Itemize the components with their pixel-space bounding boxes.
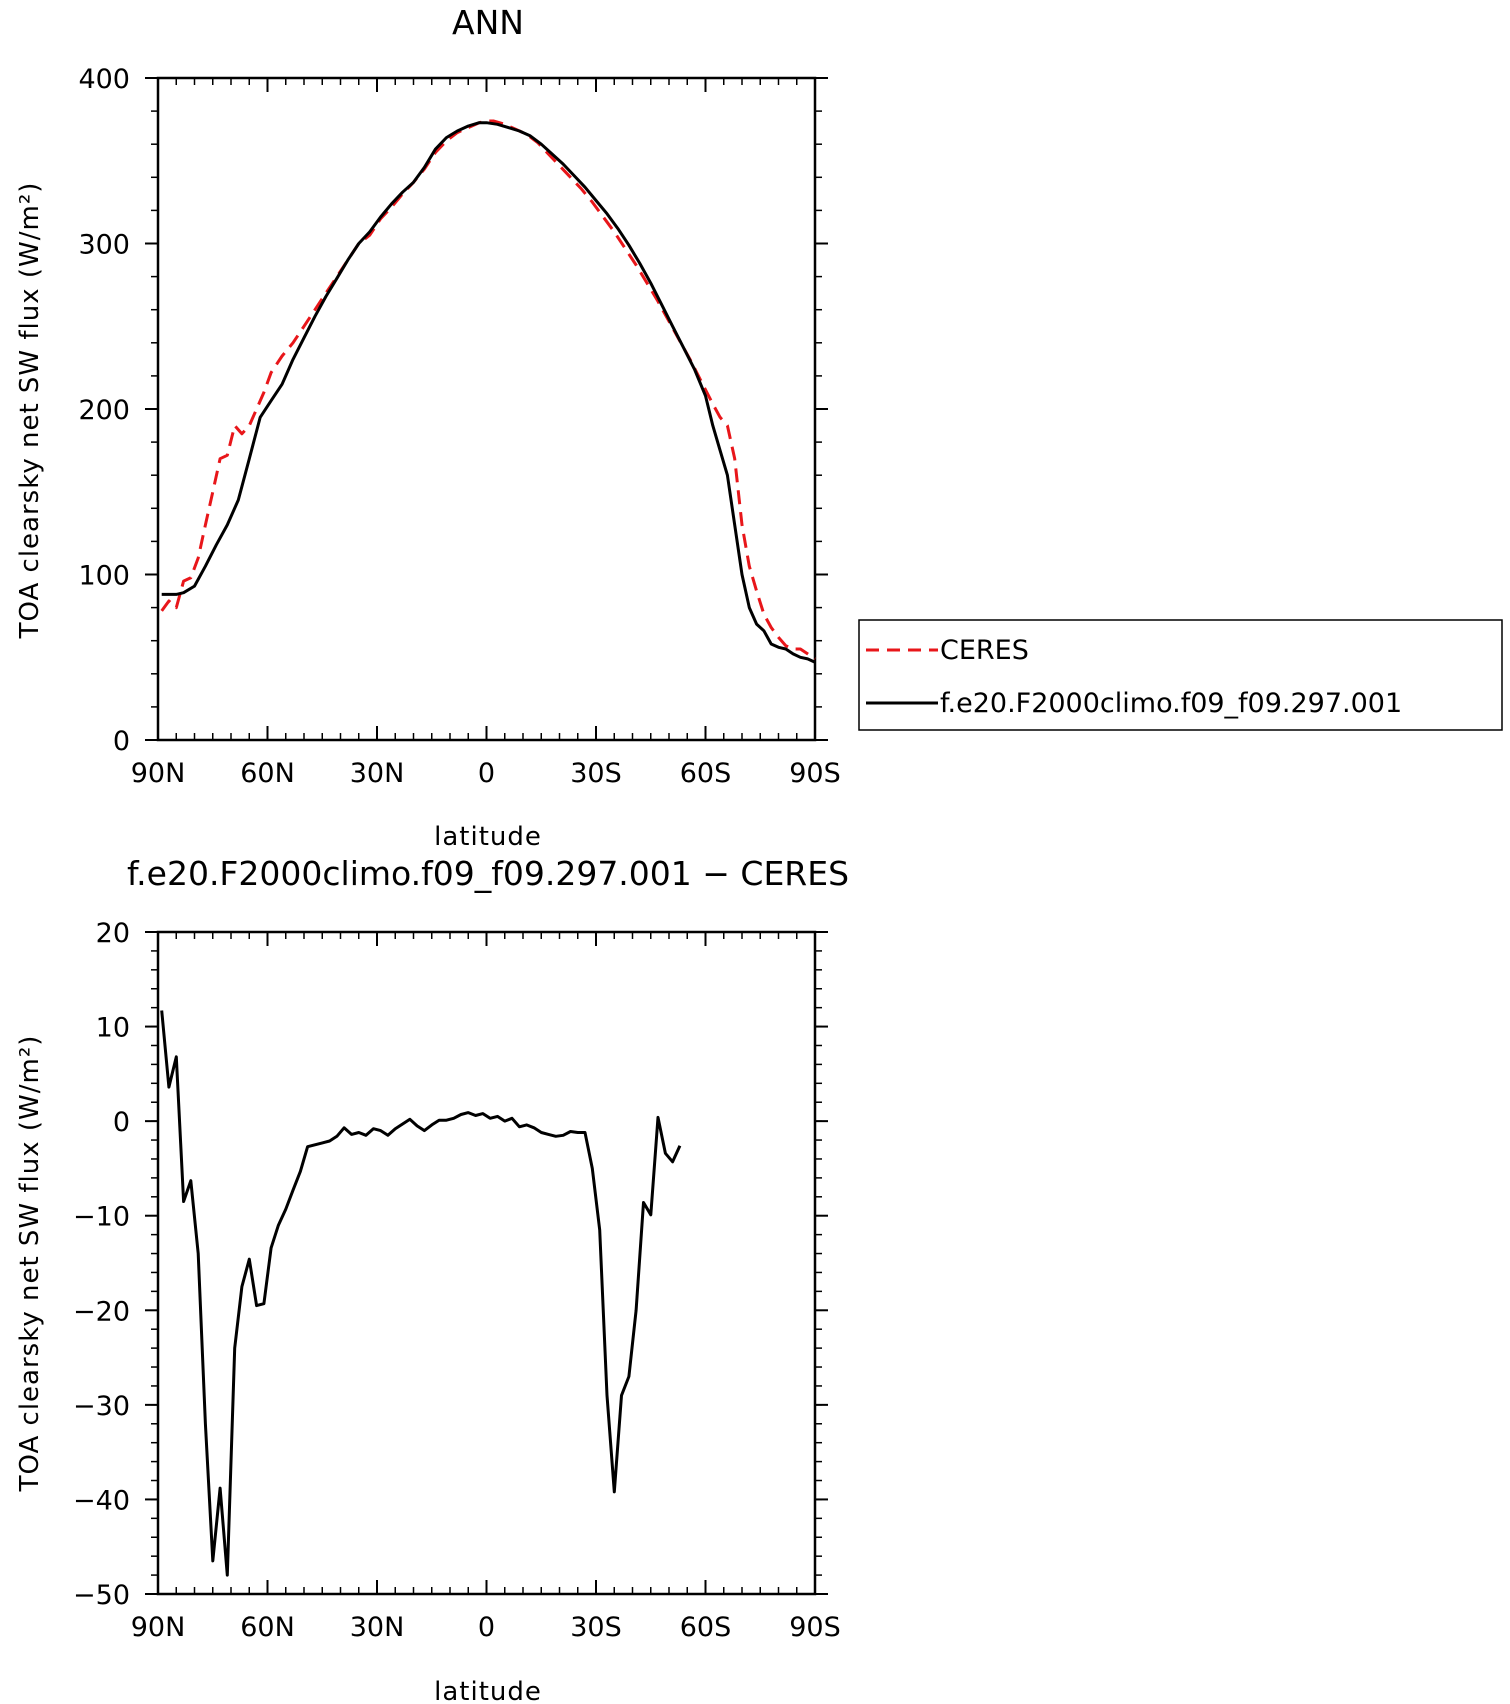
top-xtick-label: 0 xyxy=(478,758,495,789)
top-xtick-label: 60S xyxy=(680,758,732,789)
bottom-ytick-label: −50 xyxy=(73,1580,130,1611)
top-series-ceres-line xyxy=(160,119,816,661)
bottom-chart-title: f.e20.F2000climo.f09_f09.297.001 − CERES xyxy=(127,854,849,893)
bottom-ytick-label: 10 xyxy=(96,1013,130,1044)
bottom-xtick-label: 0 xyxy=(478,1612,495,1643)
bottom-xtick-label: 30N xyxy=(350,1612,405,1643)
bottom-plot-border xyxy=(156,930,817,1596)
bottom-xtick-label: 90S xyxy=(789,1612,841,1643)
top-panel: ANN 90N 60N 30N 0 30S 60S 90S 0 100 200 300 400 lat… xyxy=(15,3,1503,852)
bottom-tick-group: 90N 60N 30N 0 30S 60S 90S −50 −40 −30 −20 −10 0 10 20 xyxy=(73,918,841,1643)
top-xtick-label: 90S xyxy=(789,758,841,789)
top-ytick-label: 0 xyxy=(113,726,130,757)
top-series-group xyxy=(160,119,816,664)
bottom-y-axis-label: TOA clearsky net SW flux (W/m²) xyxy=(15,1035,45,1493)
top-series-model-line xyxy=(161,121,816,664)
bottom-ytick-label: −30 xyxy=(73,1391,130,1422)
legend-label-model: f.e20.F2000climo.f09_f09.297.001 xyxy=(940,688,1402,719)
bottom-panel: f.e20.F2000climo.f09_f09.297.001 − CERES… xyxy=(15,854,849,1704)
bottom-series-group xyxy=(160,1010,682,1577)
top-chart-title: ANN xyxy=(452,3,524,42)
bottom-plot-frame xyxy=(156,930,817,1596)
bottom-x-axis-label: latitude xyxy=(434,1677,542,1704)
top-x-axis-label: latitude xyxy=(434,822,542,852)
top-ytick-label: 100 xyxy=(78,561,130,592)
top-tick-group: 90N 60N 30N 0 30S 60S 90S 0 100 200 300 400 xyxy=(78,64,840,789)
bottom-ytick-label: 20 xyxy=(96,918,130,949)
bottom-xtick-label: 60S xyxy=(680,1612,732,1643)
top-xtick-label: 90N xyxy=(131,758,186,789)
bottom-series-diff-line xyxy=(160,1010,682,1577)
top-y-axis-label: TOA clearsky net SW flux (W/m²) xyxy=(15,182,45,640)
legend-box xyxy=(858,619,1503,731)
bottom-ytick-label: 0 xyxy=(113,1107,130,1138)
legend-label-ceres: CERES xyxy=(940,635,1029,666)
top-xtick-label: 30N xyxy=(350,758,405,789)
bottom-xtick-label: 90N xyxy=(131,1612,186,1643)
top-ytick-label: 300 xyxy=(78,230,130,261)
bottom-ytick-label: −40 xyxy=(73,1485,130,1516)
top-xtick-label: 30S xyxy=(570,758,622,789)
bottom-ytick-label: −10 xyxy=(73,1202,130,1233)
bottom-xtick-label: 30S xyxy=(570,1612,622,1643)
legend: CERES f.e20.F2000climo.f09_f09.297.001 xyxy=(858,619,1503,731)
top-xtick-label: 60N xyxy=(240,758,295,789)
bottom-xtick-label: 60N xyxy=(240,1612,295,1643)
top-ytick-label: 200 xyxy=(78,395,130,426)
top-ytick-label: 400 xyxy=(78,64,130,95)
bottom-ytick-label: −20 xyxy=(73,1296,130,1327)
